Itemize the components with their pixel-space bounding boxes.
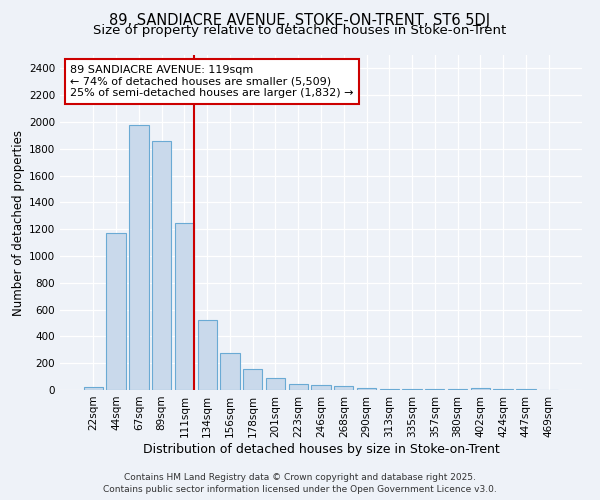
Bar bbox=[334, 386, 353, 390]
Bar bbox=[243, 369, 262, 390]
Text: 89 SANDIACRE AVENUE: 119sqm
← 74% of detached houses are smaller (5,509)
25% of : 89 SANDIACRE AVENUE: 119sqm ← 74% of det… bbox=[70, 65, 354, 98]
Text: Contains HM Land Registry data © Crown copyright and database right 2025.
Contai: Contains HM Land Registry data © Crown c… bbox=[103, 473, 497, 494]
Bar bbox=[152, 141, 172, 390]
Bar bbox=[470, 388, 490, 390]
Bar bbox=[380, 388, 399, 390]
Bar bbox=[357, 388, 376, 390]
Bar bbox=[106, 232, 126, 390]
Bar bbox=[175, 222, 194, 390]
X-axis label: Distribution of detached houses by size in Stoke-on-Trent: Distribution of detached houses by size … bbox=[143, 442, 499, 456]
Y-axis label: Number of detached properties: Number of detached properties bbox=[12, 130, 25, 316]
Text: 89, SANDIACRE AVENUE, STOKE-ON-TRENT, ST6 5DJ: 89, SANDIACRE AVENUE, STOKE-ON-TRENT, ST… bbox=[109, 12, 491, 28]
Bar bbox=[197, 320, 217, 390]
Bar bbox=[266, 378, 285, 390]
Bar bbox=[129, 126, 149, 390]
Bar bbox=[84, 388, 103, 390]
Bar bbox=[289, 384, 308, 390]
Bar bbox=[220, 353, 239, 390]
Bar bbox=[311, 386, 331, 390]
Text: Size of property relative to detached houses in Stoke-on-Trent: Size of property relative to detached ho… bbox=[94, 24, 506, 37]
